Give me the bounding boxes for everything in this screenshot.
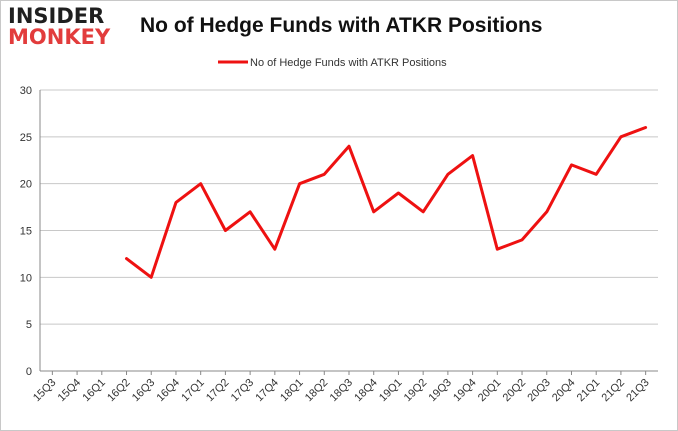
x-tick-label: 18Q2	[303, 377, 331, 405]
x-tick-label: 18Q1	[278, 377, 306, 405]
x-tick-label: 15Q3	[31, 377, 59, 405]
logo-line-1: INSIDER	[8, 4, 105, 28]
x-tick-label: 17Q2	[204, 377, 232, 405]
x-tick-label: 19Q1	[377, 377, 405, 405]
x-tick-label: 20Q1	[476, 377, 504, 405]
logo-line-2: MONKEY	[8, 25, 111, 49]
x-tick-label: 21Q3	[624, 377, 652, 405]
x-tick-label: 16Q2	[105, 377, 133, 405]
x-tick-label: 17Q3	[229, 377, 257, 405]
x-tick-label: 18Q3	[328, 377, 356, 405]
x-tick-label: 19Q4	[451, 377, 479, 405]
x-tick-label: 20Q4	[550, 377, 578, 405]
y-tick-label: 10	[20, 272, 32, 284]
y-tick-label: 25	[20, 132, 32, 144]
x-tick-label: 16Q1	[80, 377, 108, 405]
y-tick-label: 5	[26, 319, 32, 331]
x-tick-label: 21Q1	[575, 377, 603, 405]
x-tick-label: 19Q2	[402, 377, 430, 405]
x-tick-label: 17Q1	[179, 377, 207, 405]
x-tick-label: 17Q4	[253, 377, 281, 405]
x-tick-label: 15Q4	[56, 377, 84, 405]
x-tick-label: 19Q3	[426, 377, 454, 405]
insider-monkey-logo: INSIDER MONKEY	[8, 6, 110, 48]
y-tick-label: 0	[26, 366, 32, 378]
series-line	[125, 126, 648, 279]
x-tick-label: 18Q4	[352, 377, 380, 405]
y-tick-label: 15	[20, 226, 32, 238]
legend-label: No of Hedge Funds with ATKR Positions	[250, 57, 447, 69]
y-tick-label: 30	[20, 85, 32, 97]
chart-title: No of Hedge Funds with ATKR Positions	[140, 14, 543, 37]
x-tick-label: 20Q2	[501, 377, 529, 405]
x-tick-label: 16Q4	[155, 377, 183, 405]
x-tick-label: 20Q3	[525, 377, 553, 405]
y-tick-label: 20	[20, 179, 32, 191]
x-tick-label: 21Q2	[600, 377, 628, 405]
x-tick-label: 16Q3	[130, 377, 158, 405]
